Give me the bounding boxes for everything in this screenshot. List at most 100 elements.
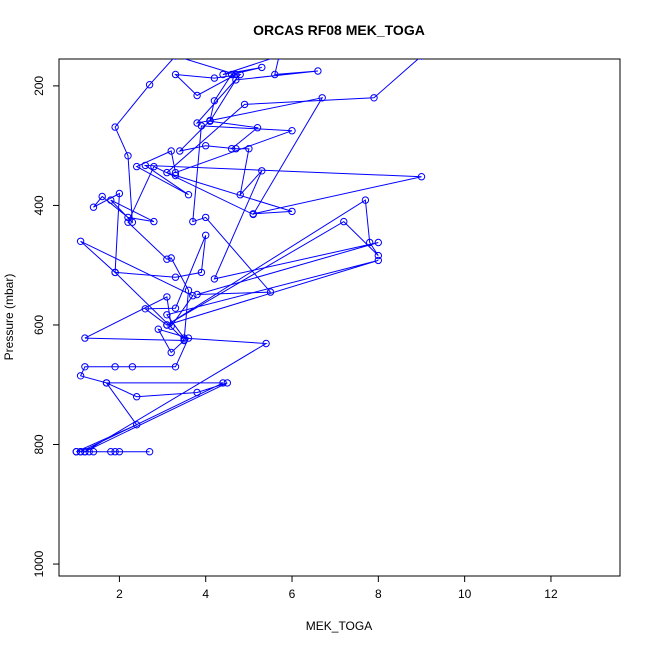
data-point: [417, 173, 426, 181]
x-tick-label: 12: [544, 587, 558, 601]
data-point: [98, 192, 106, 201]
data-point: [223, 379, 232, 387]
data-point: [163, 311, 171, 319]
data-point: [184, 286, 193, 294]
x-axis: 2 4 6 8 10 12: [116, 575, 558, 601]
data-point: [141, 161, 150, 170]
data-point: [133, 393, 141, 401]
data-point: [276, 59, 282, 60]
y-tick-label: 400: [32, 195, 46, 215]
data-point: [210, 74, 219, 82]
data-point: [72, 448, 81, 456]
x-axis-label: MEK_TOGA: [306, 619, 372, 633]
y-tick-label: 200: [32, 76, 46, 96]
data-point: [76, 448, 85, 456]
data-point: [163, 255, 171, 263]
data-point: [197, 268, 206, 277]
series-layer: [72, 59, 426, 456]
data-point: [370, 94, 378, 102]
data-point: [163, 321, 171, 329]
data-point: [115, 448, 124, 456]
y-axis: 200 400 600 800 1000: [32, 76, 60, 577]
data-point: [366, 238, 374, 247]
data-point: [210, 275, 219, 283]
data-point: [262, 339, 270, 348]
data-point: [193, 290, 201, 299]
chart-title: ORCAS RF08 MEK_TOGA: [253, 22, 425, 38]
data-point: [249, 210, 257, 219]
data-point: [107, 448, 115, 456]
data-point: [176, 147, 184, 155]
data-point: [232, 70, 240, 79]
data-point: [184, 191, 193, 199]
data-point: [145, 81, 154, 89]
x-tick-label: 10: [458, 587, 472, 601]
data-point: [245, 145, 253, 153]
data-point: [163, 168, 171, 177]
data-point: [232, 76, 240, 84]
data-point: [171, 273, 180, 281]
data-point: [318, 94, 326, 102]
data-point: [111, 123, 119, 131]
data-point: [81, 448, 89, 456]
data-point: [361, 196, 370, 204]
data-point: [76, 372, 85, 380]
data-point: [288, 207, 296, 216]
data-point: [81, 363, 89, 371]
data-point: [89, 203, 98, 211]
y-axis-label: Pressure (mbar): [2, 274, 16, 361]
data-point: [258, 167, 266, 175]
plot-frame: [58, 58, 621, 577]
data-point: [124, 152, 132, 160]
data-point: [111, 363, 119, 371]
data-point: [115, 189, 124, 198]
data-point: [271, 70, 279, 79]
series-line: [80, 97, 379, 453]
y-tick-label: 1000: [32, 550, 46, 577]
data-point: [133, 162, 141, 171]
data-point: [374, 238, 382, 247]
x-tick-label: 4: [202, 587, 209, 601]
data-point: [107, 196, 115, 204]
data-point: [128, 363, 137, 371]
data-point: [150, 162, 158, 171]
data-point: [180, 336, 188, 344]
data-point: [193, 388, 201, 397]
data-point: [258, 63, 266, 72]
data-point: [102, 379, 111, 387]
data-point: [202, 213, 210, 222]
y-tick-label: 800: [32, 434, 46, 454]
data-point: [171, 168, 180, 177]
data-point: [374, 251, 382, 260]
data-point: [89, 448, 98, 456]
data-point: [167, 147, 175, 155]
data-point: [171, 70, 180, 79]
data-point: [219, 70, 227, 79]
x-tick-label: 6: [289, 587, 296, 601]
data-point: [193, 91, 201, 100]
data-point: [210, 97, 219, 105]
data-point: [124, 218, 132, 226]
data-point: [154, 325, 163, 333]
data-point: [419, 59, 424, 60]
data-point: [128, 218, 137, 226]
data-point: [240, 100, 249, 109]
x-tick-label: 2: [116, 587, 123, 601]
data-point: [206, 116, 214, 125]
data-point: [288, 127, 296, 135]
data-point: [124, 213, 132, 222]
data-point: [340, 217, 348, 226]
data-point: [171, 363, 180, 371]
data-point: [76, 237, 85, 246]
data-point: [173, 59, 178, 60]
data-point: [314, 67, 322, 75]
data-point: [236, 70, 244, 79]
data-point: [227, 70, 236, 79]
data-point: [111, 268, 119, 277]
data-point: [163, 293, 171, 301]
data-point: [374, 256, 382, 265]
data-point: [150, 217, 158, 226]
data-point: [202, 231, 210, 240]
data-point: [253, 124, 262, 132]
